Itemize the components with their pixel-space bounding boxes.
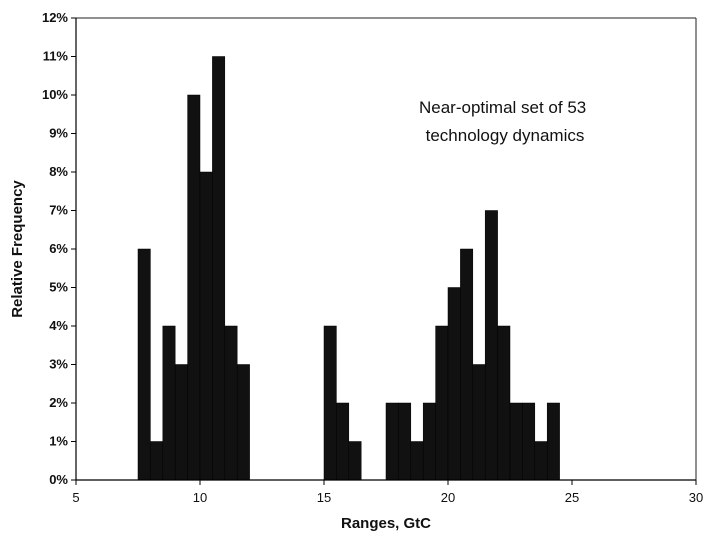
histogram-bar — [236, 364, 250, 481]
histogram-bar — [410, 441, 424, 481]
histogram-bar — [398, 402, 412, 481]
annotation-text: Near-optimal set of 53 technology dynami… — [419, 98, 591, 145]
y-tick-label: 3% — [49, 357, 68, 372]
histogram-bar — [174, 364, 188, 481]
histogram-bar — [522, 402, 536, 481]
histogram-bar — [435, 325, 449, 481]
annotation-line-2: technology dynamics — [426, 126, 585, 145]
annotation-line-1: Near-optimal set of 53 — [419, 98, 586, 117]
y-tick-label: 1% — [49, 434, 68, 449]
histogram-bar — [484, 210, 498, 481]
y-axis-title: Relative Frequency — [9, 180, 26, 318]
y-tick-label: 11% — [43, 49, 69, 64]
histogram-bar — [460, 248, 474, 481]
histogram-bar — [546, 402, 560, 481]
y-tick-label: 12% — [42, 10, 68, 25]
x-tick-label: 5 — [72, 490, 79, 505]
histogram-bar — [447, 287, 461, 481]
histogram-bar — [385, 402, 399, 481]
histogram-bar — [422, 402, 436, 481]
histogram-bar — [336, 402, 350, 481]
y-tick-label: 9% — [49, 126, 68, 141]
histogram-bar — [187, 94, 201, 481]
histogram-bar — [348, 441, 362, 481]
bars-group — [137, 56, 560, 481]
histogram-bar — [137, 248, 151, 481]
x-tick-label: 20 — [441, 490, 455, 505]
x-tick-label: 25 — [565, 490, 579, 505]
y-tick-label: 10% — [42, 87, 68, 102]
histogram-bar — [534, 441, 548, 481]
histogram-bar — [472, 364, 486, 481]
histogram-bar — [509, 402, 523, 481]
y-tick-label: 2% — [49, 395, 68, 410]
histogram-bar — [150, 441, 164, 481]
histogram-bar — [212, 56, 226, 481]
y-tick-label: 8% — [49, 164, 68, 179]
y-tick-label: 7% — [49, 203, 68, 218]
histogram-bar — [224, 325, 238, 481]
x-tick-label: 15 — [317, 490, 331, 505]
y-tick-label: 4% — [49, 318, 68, 333]
x-tick-label: 10 — [193, 490, 207, 505]
histogram-bar — [323, 325, 337, 481]
plot-frame — [76, 17, 697, 480]
x-axis-title: Ranges, GtC — [341, 515, 431, 532]
histogram-bar — [199, 171, 213, 481]
y-tick-label: 0% — [49, 472, 68, 487]
x-tick-label: 30 — [689, 490, 703, 505]
histogram-bar — [162, 325, 176, 481]
y-tick-label: 5% — [49, 280, 68, 295]
histogram-bar — [497, 325, 511, 481]
axes-group: 0% 1% 2% 3% 4% 5% 6% 7% 8% 9% 10% 11% 12% 5 10 15 20 25 30 — [42, 10, 703, 505]
y-tick-label: 6% — [49, 241, 68, 256]
